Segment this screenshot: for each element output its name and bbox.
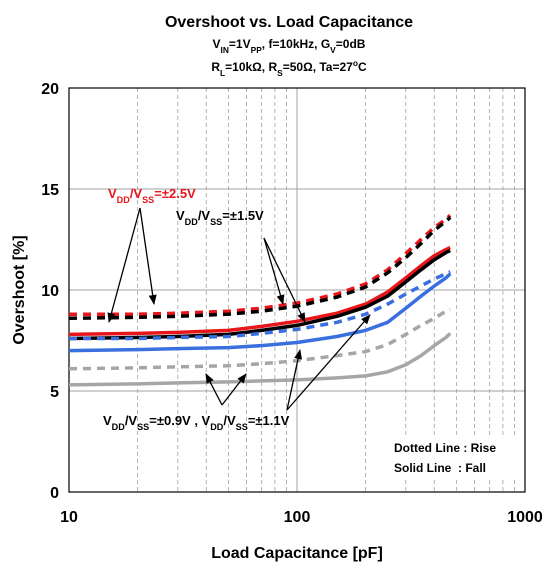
y-tick-label: 10 <box>41 283 59 300</box>
annotation-arrow <box>263 237 285 305</box>
y-tick-label: 15 <box>41 182 59 199</box>
series-line-solid-11 <box>68 272 452 353</box>
annotation-layer: VDD/VSS=±2.5V VDD/VSS=±1.5V VDD/VSS=±0.9V … <box>103 186 371 432</box>
annotation-vdd25: VDD/VSS=±2.5V <box>108 186 196 205</box>
chart-subtitle-line-2: RL=10kΩ, RS=50Ω, Ta=27oC <box>211 58 367 78</box>
annotation-arrow <box>107 207 141 323</box>
legend-note-fall: Solid Line : Fall <box>394 461 486 475</box>
chart-title: Overshoot vs. Load Capacitance <box>165 14 413 31</box>
annotation-arrow <box>139 207 157 305</box>
x-tick-label: 1000 <box>507 509 543 526</box>
annotation-arrow <box>205 373 223 406</box>
annotation-vdd15: VDD/VSS=±1.5V <box>176 208 264 227</box>
x-tick-label: 100 <box>284 509 311 526</box>
series-layer <box>68 214 452 387</box>
x-tick-label: 10 <box>60 509 78 526</box>
annotation-arrow <box>263 237 306 323</box>
annotation-arrow <box>286 314 371 411</box>
series-line-dotted-11 <box>69 270 451 341</box>
annotation-vdd09_11: VDD/VSS=±0.9V , VDD/VSS=±1.1V <box>103 413 290 432</box>
y-axis-label: Overshoot [%] <box>11 235 28 344</box>
y-tick-label: 20 <box>41 81 59 98</box>
annotation-arrow <box>286 349 303 411</box>
series-line-solid-09 <box>68 332 452 387</box>
series-line-dotted-15 <box>68 216 452 321</box>
series-line-dotted-09 <box>68 307 451 371</box>
legend-note-rise: Dotted Line : Rise <box>394 441 496 455</box>
series-line-solid-25 <box>68 246 451 337</box>
plot-frame <box>68 87 526 493</box>
tick-labels: 10 100 1000 0 5 10 15 20 <box>41 81 543 526</box>
chart-subtitle-line-1: VIN=1VPP, f=10kHz, GV=0dB <box>213 37 366 55</box>
legend-note-box <box>388 436 520 480</box>
y-tick-label: 5 <box>50 384 59 401</box>
y-tick-label: 0 <box>50 485 59 502</box>
series-line-dotted-25 <box>69 214 452 316</box>
annotation-arrow <box>221 373 247 406</box>
x-axis-label: Load Capacitance [pF] <box>211 545 383 562</box>
